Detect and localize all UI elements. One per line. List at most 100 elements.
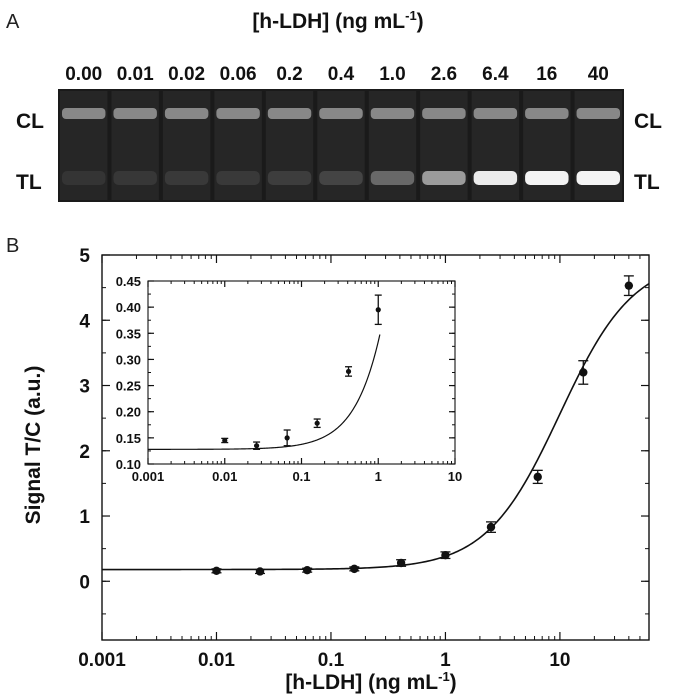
control-line	[525, 108, 569, 119]
conc-label: 0.06	[220, 64, 257, 85]
strip	[60, 91, 108, 200]
x-tick-label: 0.01	[212, 469, 237, 484]
y-tick-label: 1	[79, 507, 90, 528]
data-point	[441, 550, 450, 560]
conc-label: 0.01	[117, 64, 154, 85]
test-line	[525, 171, 569, 185]
x-tick-label: 1	[440, 650, 451, 671]
control-line	[267, 108, 312, 119]
x-tick-label: 10	[549, 650, 570, 671]
inset-background	[148, 281, 455, 464]
control-line	[113, 108, 157, 119]
conc-label: 0.00	[65, 64, 102, 85]
test-line	[62, 171, 106, 185]
y-tick-label: 3	[79, 377, 90, 398]
control-line	[576, 108, 620, 119]
y-tick-label: 4	[79, 311, 90, 332]
data-point	[375, 307, 381, 313]
data-point	[222, 437, 228, 444]
strip	[162, 91, 211, 200]
data-point	[212, 566, 221, 576]
conc-label: 0.02	[168, 64, 205, 85]
y-tick-label: 0.40	[116, 300, 141, 315]
test-line	[473, 171, 518, 185]
conc-label: 0.2	[276, 64, 302, 85]
conc-label: 1.0	[379, 64, 405, 85]
x-tick-label: 0.1	[318, 650, 345, 671]
data-point	[350, 564, 359, 574]
y-tick-label: 0.45	[116, 274, 141, 289]
data-point	[302, 565, 312, 575]
strip	[523, 91, 571, 200]
x-tick-label: 0.001	[78, 650, 126, 671]
y-tick-label: 0.30	[116, 352, 141, 367]
strip	[368, 91, 417, 200]
data-point	[284, 435, 290, 441]
cl-label-left: CL	[16, 110, 44, 133]
test-line	[370, 171, 415, 185]
data-point	[624, 281, 634, 290]
control-line	[370, 108, 415, 119]
test-line	[216, 171, 260, 185]
cl-label-right: CL	[634, 110, 662, 133]
control-line	[62, 108, 106, 119]
test-line	[576, 171, 620, 185]
y-tick-label: 0.20	[116, 405, 141, 420]
test-line	[319, 171, 363, 185]
data-point	[486, 522, 496, 532]
strip	[317, 91, 365, 200]
x-axis-label: [h-LDH] (ng mL-1)	[285, 669, 456, 694]
panel-a-letter: A	[6, 11, 20, 33]
plot-frame	[101, 254, 650, 641]
test-line	[113, 171, 157, 185]
x-tick-label: 1	[375, 469, 382, 484]
conc-label: 6.4	[482, 64, 509, 85]
test-strips	[60, 91, 622, 200]
data-point	[253, 443, 260, 449]
control-line	[216, 108, 260, 119]
conc-label: 0.4	[328, 64, 355, 85]
x-tick-label: 10	[448, 469, 462, 484]
data-point	[579, 368, 588, 377]
y-tick-label: 0.15	[116, 431, 141, 446]
data-point	[314, 420, 320, 426]
x-tick-label: 0.1	[292, 469, 310, 484]
strip	[574, 91, 622, 200]
x-tick-label: 0.001	[132, 469, 165, 484]
tl-label-right: TL	[634, 171, 660, 194]
fit-curve	[102, 283, 650, 571]
y-tick-label: 5	[79, 246, 90, 267]
conc-label: 16	[536, 64, 557, 85]
y-tick-label: 0.35	[116, 326, 141, 341]
y-tick-label: 0.25	[116, 379, 141, 394]
main-chart: 0.001 0.01 0.1 1 10 0 1 2 3 4 5	[78, 246, 650, 671]
strip	[471, 91, 520, 200]
control-line	[164, 108, 209, 119]
tl-label-left: TL	[16, 171, 42, 194]
y-tick-label: 0	[79, 572, 90, 593]
test-line	[164, 171, 209, 185]
conc-label: 2.6	[431, 64, 457, 85]
concentration-labels: 0.00 0.01 0.02 0.06 0.2 0.4 1.0 2.6 6.4 16 40	[65, 64, 609, 85]
panel-a: A [h-LDH] (ng mL-1) 0.00 0.01 0.02 0.06 0.2 0…	[6, 8, 662, 202]
inset-chart: 0.001 0.01 0.1 1 10 0.10 0.15 0.20 0.25 0.30 0.35 0…	[116, 274, 463, 484]
panel-a-title: [h-LDH] (ng mL-1)	[252, 8, 423, 33]
x-tick-label: 0.01	[198, 650, 235, 671]
conc-label: 40	[588, 64, 609, 85]
strip	[420, 91, 468, 200]
data-point	[255, 567, 265, 576]
test-line	[422, 171, 466, 185]
test-line	[267, 171, 312, 185]
control-line	[473, 108, 518, 119]
data-point	[345, 368, 352, 375]
panel-b-letter: B	[6, 235, 19, 257]
strip	[111, 91, 159, 200]
y-tick-label: 0.10	[116, 457, 141, 472]
y-axis-label: Signal T/C (a.u.)	[22, 366, 45, 525]
control-line	[422, 108, 466, 119]
fit-curve	[148, 334, 381, 450]
data-point	[396, 558, 406, 568]
data-point	[533, 472, 542, 482]
